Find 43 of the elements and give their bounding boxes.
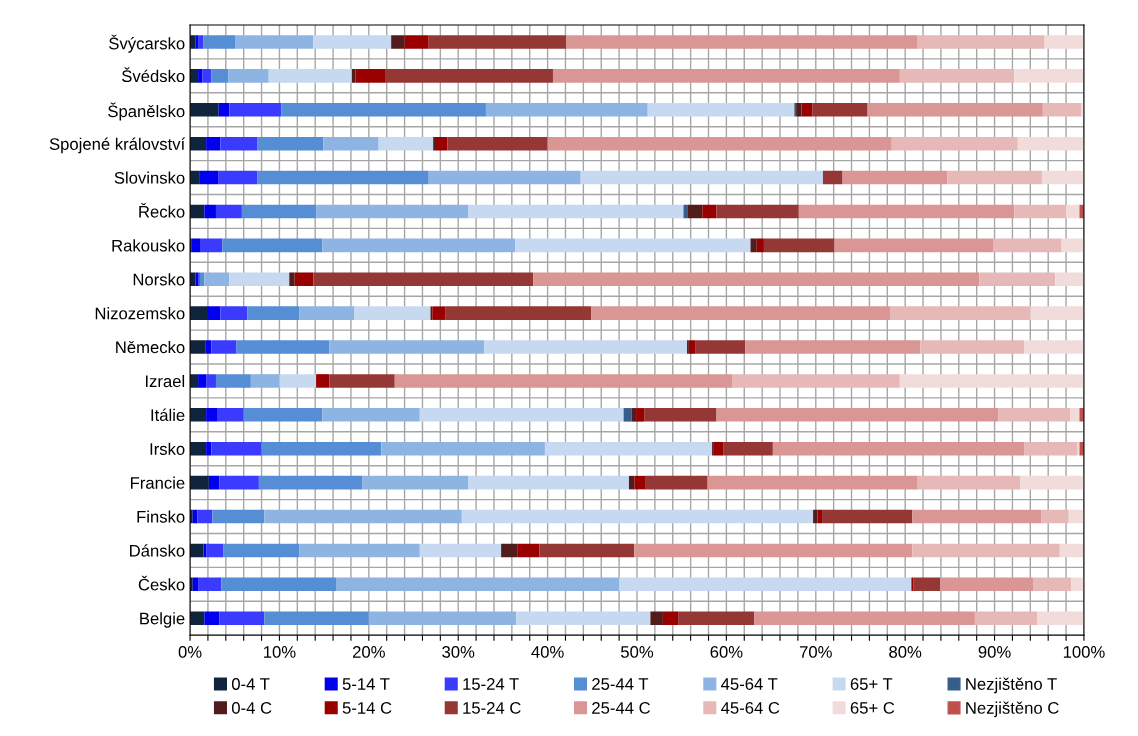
x-tick-label: 0% [178, 646, 202, 658]
y-tick-label: Dánsko [130, 544, 185, 557]
x-tick-label: 70% [799, 646, 832, 658]
x-tick-label: 10% [264, 646, 296, 658]
legend-label: 0-4 C [231, 701, 272, 714]
legend-label: 0-4 T [231, 678, 270, 690]
x-tick-label: 60% [710, 646, 743, 658]
y-tick-label: Spojené království [49, 137, 186, 154]
legend-label: 5-14 C [342, 701, 392, 714]
legend-label: 45-64 C [721, 701, 780, 714]
y-tick-label: Francie [130, 476, 185, 489]
y-tick-label: Španělsko [108, 102, 185, 121]
y-tick-label: Finsko [137, 510, 185, 523]
x-tick-label: 90% [978, 646, 1011, 658]
x-tick-label: 40% [531, 646, 564, 658]
y-tick-label: Norsko [133, 273, 185, 286]
y-tick-label: Česko [138, 575, 185, 591]
legend-label: 25-44 T [592, 678, 649, 690]
y-tick-label: Švýcarsko [109, 34, 185, 53]
legend-label: 5-14 T [342, 678, 390, 690]
legend-label: 45-64 T [721, 678, 778, 690]
y-tick-label: Německo [116, 340, 185, 354]
legend-label: 65+ T [850, 678, 893, 690]
legend-label: Nezjištěno C [966, 701, 1059, 718]
legend-label: 15-24 T [463, 678, 519, 690]
y-tick-label: Slovinsko [114, 171, 185, 184]
x-tick-label: 30% [442, 646, 475, 658]
x-tick-label: 80% [889, 646, 922, 658]
y-tick-label: Irsko [150, 442, 185, 455]
legend-label: 15-24 C [463, 701, 521, 714]
y-tick-label: Švédsko [122, 67, 185, 83]
y-tick-label: Rakousko [112, 239, 185, 252]
y-tick-label: Řecko [139, 202, 185, 218]
legend-label: 25-44 C [592, 701, 651, 714]
y-tick-label: Belgie [140, 612, 185, 628]
y-tick-label: Izrael [145, 374, 185, 388]
x-tick-label: 50% [620, 646, 654, 658]
legend-label: 65+ C [850, 701, 895, 714]
legend-label: Nezjištěno T [966, 677, 1057, 694]
x-tick-label: 100% [1063, 646, 1105, 658]
x-tick-label: 20% [352, 646, 385, 658]
y-tick-label: Nizozemsko [95, 307, 185, 320]
y-tick-label: Itálie [151, 408, 185, 422]
